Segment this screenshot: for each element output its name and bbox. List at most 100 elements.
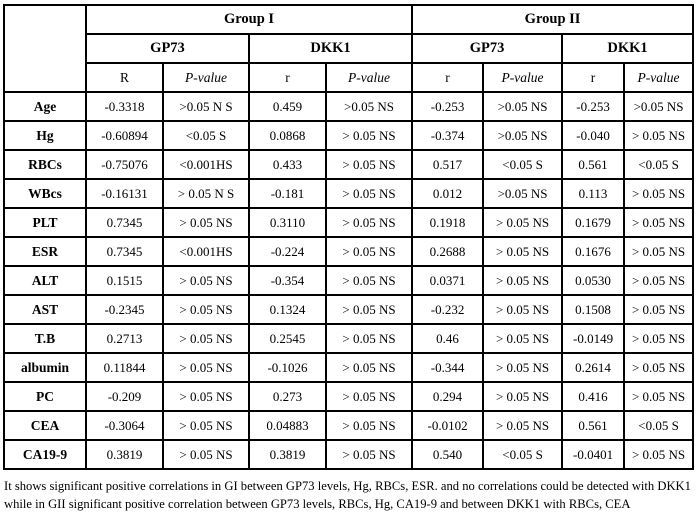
table-cell: 0.3819	[85, 439, 164, 470]
col-header-pvalue: P-value	[482, 62, 564, 93]
table-cell: -0.232	[411, 294, 485, 325]
table-caption: It shows significant positive correlatio…	[4, 479, 691, 511]
table-row: albumin 0.11844 > 0.05 NS -0.1026 > 0.05 NS -…	[3, 352, 695, 383]
group-2-header: Group II	[411, 4, 695, 35]
table-row: ESR 0.7345 <0.001HS -0.224 > 0.05 NS 0.2688 > …	[3, 236, 695, 267]
table-cell: 0.273	[248, 381, 327, 412]
table-cell: 0.1508	[561, 294, 626, 325]
row-label: PLT	[3, 207, 87, 238]
table-cell: > 0.05 NS	[623, 265, 695, 296]
table-cell: <0.001HS	[162, 149, 250, 180]
table-cell: > 0.05 NS	[482, 236, 564, 267]
table-cell: > 0.05 NS	[324, 236, 414, 267]
table-cell: 0.1324	[248, 294, 327, 325]
table-cell: > 0.05 NS	[482, 265, 564, 296]
table-cell: > 0.05 NS	[623, 178, 695, 209]
table-cell: > 0.05 NS	[324, 207, 414, 238]
table-cell: 0.11844	[85, 352, 164, 383]
table-cell: 0.2688	[411, 236, 485, 267]
table-cell: -0.16131	[85, 178, 164, 209]
table-cell: > 0.05 NS	[482, 352, 564, 383]
table-cell: -0.253	[411, 91, 485, 122]
table-cell: >0.05 N S	[162, 91, 250, 122]
table-cell: > 0.05 NS	[482, 381, 564, 412]
row-label: CEA	[3, 410, 87, 441]
table-cell: 0.294	[411, 381, 485, 412]
row-label: Hg	[3, 120, 87, 151]
table-cell: >0.05 NS	[482, 178, 564, 209]
table-cell: 0.459	[248, 91, 327, 122]
table-row: CEA -0.3064 > 0.05 NS 0.04883 > 0.05 NS -0.01…	[3, 410, 695, 441]
row-label: T.B	[3, 323, 87, 354]
table-cell: -0.344	[411, 352, 485, 383]
col-header-pvalue: P-value	[162, 62, 250, 93]
table-cell: 0.113	[561, 178, 626, 209]
table-cell: 0.433	[248, 149, 327, 180]
table-cell: -0.75076	[85, 149, 164, 180]
table-cell: 0.2614	[561, 352, 626, 383]
table-cell: > 0.05 NS	[482, 294, 564, 325]
table-cell: 0.517	[411, 149, 485, 180]
table-cell: > 0.05 NS	[623, 207, 695, 238]
table-cell: <0.05 S	[623, 410, 695, 441]
table-cell: > 0.05 NS	[162, 323, 250, 354]
table-cell: > 0.05 NS	[623, 381, 695, 412]
row-label: Age	[3, 91, 87, 122]
table-cell: -0.0149	[561, 323, 626, 354]
table-cell: 0.1676	[561, 236, 626, 267]
table-cell: 0.1918	[411, 207, 485, 238]
table-cell: > 0.05 NS	[623, 294, 695, 325]
table-cell: > 0.05 NS	[162, 207, 250, 238]
table-cell: -0.3318	[85, 91, 164, 122]
table-cell: -0.1026	[248, 352, 327, 383]
table-cell: 0.2545	[248, 323, 327, 354]
table-cell: 0.04883	[248, 410, 327, 441]
table-cell: 0.2713	[85, 323, 164, 354]
table-cell: > 0.05 NS	[623, 323, 695, 354]
table-cell: 0.1679	[561, 207, 626, 238]
table-row: T.B 0.2713 > 0.05 NS 0.2545 > 0.05 NS 0.46 > 0…	[3, 323, 695, 354]
table-cell: -0.60894	[85, 120, 164, 151]
table-row: AST -0.2345 > 0.05 NS 0.1324 > 0.05 NS -0.232…	[3, 294, 695, 325]
table-cell: > 0.05 NS	[623, 352, 695, 383]
table-cell: > 0.05 NS	[162, 439, 250, 470]
table-cell: 0.46	[411, 323, 485, 354]
table-cell: > 0.05 NS	[623, 439, 695, 470]
table-row: PLT 0.7345 > 0.05 NS 0.3110 > 0.05 NS 0.1918 >…	[3, 207, 695, 238]
table-cell: <0.05 S	[162, 120, 250, 151]
table-cell: > 0.05 NS	[324, 381, 414, 412]
table-cell: -0.374	[411, 120, 485, 151]
table-cell: > 0.05 NS	[324, 178, 414, 209]
column-header-row: R P-value r P-value r P-value r P-value	[4, 62, 695, 93]
table-cell: 0.1515	[85, 265, 164, 296]
table-cell: > 0.05 NS	[482, 207, 564, 238]
table-cell: 0.3819	[248, 439, 327, 470]
table-cell: > 0.05 NS	[324, 352, 414, 383]
col-header-R: R	[85, 62, 164, 93]
table-cell: > 0.05 NS	[162, 381, 250, 412]
table-cell: -0.224	[248, 236, 327, 267]
table-body: Age -0.3318 >0.05 N S 0.459 >0.05 NS -0.253 >0…	[3, 91, 695, 470]
table-cell: > 0.05 NS	[623, 236, 695, 267]
group-1-header: Group I	[84, 4, 414, 35]
row-label: AST	[3, 294, 87, 325]
table-cell: > 0.05 NS	[324, 265, 414, 296]
table-cell: > 0.05 NS	[162, 410, 250, 441]
table-cell: 0.7345	[85, 236, 164, 267]
table-row: RBCs -0.75076 <0.001HS 0.433 > 0.05 NS 0.517 <…	[3, 149, 695, 180]
correlation-table: Group I Group II GP73 DKK1 GP73 DKK1 R P…	[3, 4, 695, 470]
table-cell: -0.3064	[85, 410, 164, 441]
table-cell: > 0.05 NS	[482, 410, 564, 441]
table-cell: -0.040	[561, 120, 626, 151]
table-row: ALT 0.1515 > 0.05 NS -0.354 > 0.05 NS 0.0371 >…	[3, 265, 695, 296]
group-header-row: Group I Group II	[3, 4, 695, 93]
table-cell: > 0.05 NS	[162, 294, 250, 325]
table-cell: >0.05 NS	[623, 91, 695, 122]
table-cell: -0.0401	[561, 439, 626, 470]
table-cell: 0.012	[411, 178, 485, 209]
table-cell: <0.05 S	[623, 149, 695, 180]
row-label: WBcs	[3, 178, 87, 209]
table-cell: > 0.05 NS	[324, 294, 414, 325]
table-cell: -0.181	[248, 178, 327, 209]
table-cell: >0.05 NS	[482, 120, 564, 151]
